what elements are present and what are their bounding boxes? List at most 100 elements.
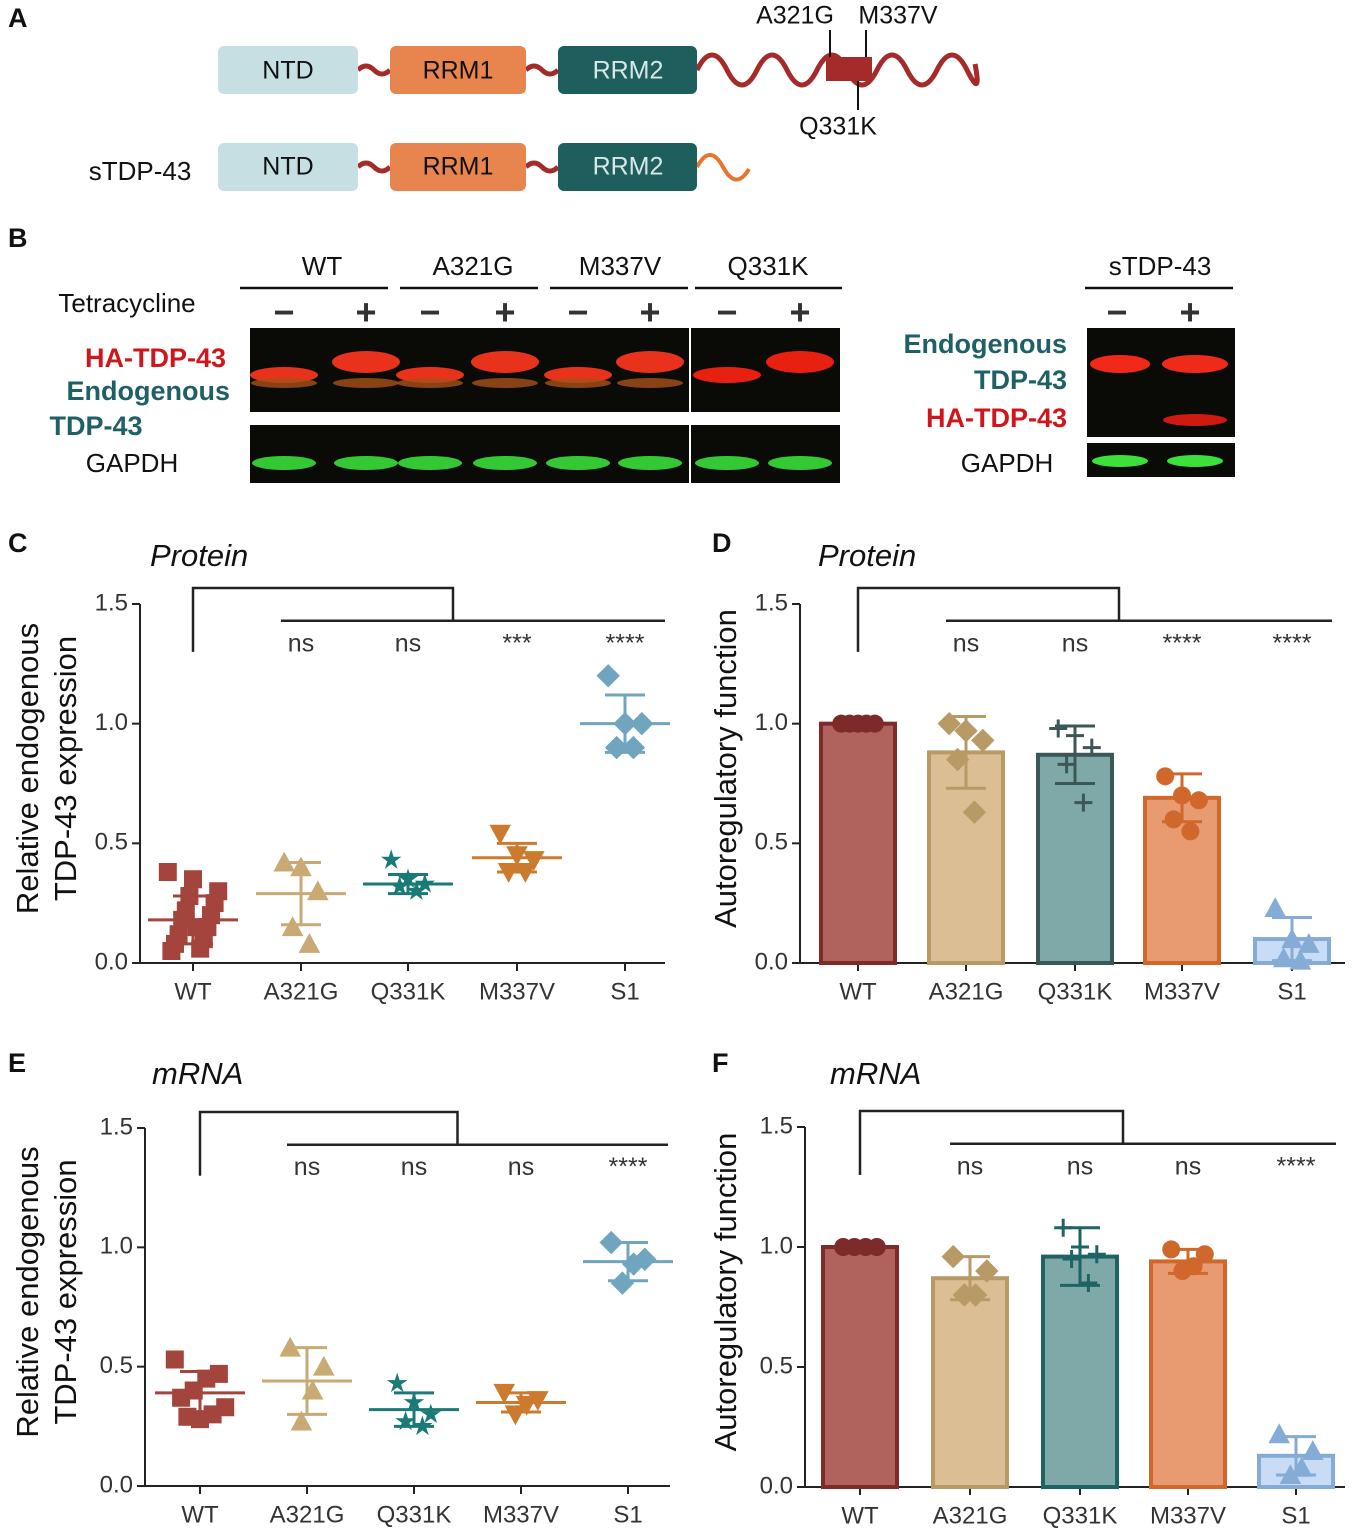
- sign: +: [1179, 292, 1200, 333]
- data-point: [180, 886, 199, 905]
- linker: [524, 63, 560, 77]
- band: [333, 378, 399, 388]
- data-point: [514, 863, 537, 883]
- blot-label: TDP-43: [974, 365, 1067, 395]
- x-tick-label: A321G: [270, 1501, 345, 1528]
- domain: [390, 143, 526, 191]
- bar: [1143, 795, 1221, 965]
- bracket: [198, 1110, 459, 1176]
- blot: [250, 425, 840, 483]
- treatment-label: Tetracycline: [58, 288, 195, 318]
- x-tick-label: M337V: [1150, 1502, 1226, 1529]
- data-point: [279, 1336, 301, 1357]
- significance: ns: [1067, 1152, 1093, 1180]
- sign: −: [273, 292, 294, 333]
- data-point: [493, 1383, 515, 1404]
- band: [473, 456, 537, 470]
- blot-label: HA-TDP-43: [926, 403, 1067, 433]
- sign: +: [355, 292, 376, 333]
- panel-a: A NTD RRM1 RRM2 A321G M337V Q331K sTDP-4…: [8, 2, 980, 191]
- data-point: [633, 1247, 657, 1271]
- data-point: [1082, 738, 1101, 757]
- blot-label: TDP-43: [49, 411, 142, 441]
- y-tick-label: 1.5: [100, 1113, 133, 1140]
- data-point: [630, 711, 654, 736]
- data-point: [191, 939, 210, 958]
- data-point: [840, 714, 859, 733]
- data-point: [1173, 786, 1191, 805]
- domain: [558, 46, 697, 94]
- data-point: [184, 870, 202, 889]
- band: [1167, 455, 1223, 467]
- panel-title: mRNA: [152, 1056, 243, 1091]
- band: [766, 351, 834, 373]
- data-point: [1281, 928, 1303, 949]
- data-point: [420, 1403, 442, 1424]
- data-point: [941, 1244, 965, 1269]
- data-point: [599, 1230, 623, 1255]
- x-tick-label: S1: [610, 978, 639, 1005]
- x-tick-label: WT: [174, 978, 212, 1005]
- domain: [218, 143, 358, 191]
- panel-letter: D: [712, 528, 732, 558]
- significance: ns: [1175, 1152, 1201, 1180]
- y-tick-label: 0.5: [100, 1352, 133, 1379]
- linker: [356, 63, 392, 77]
- mutation-label: M337V: [858, 2, 938, 30]
- data-point: [845, 1238, 864, 1256]
- data-point: [857, 714, 876, 733]
- data-point: [165, 1350, 184, 1369]
- significance: ****: [1273, 629, 1312, 657]
- significance: ****: [1163, 629, 1202, 657]
- y-tick-label: 0.0: [100, 1471, 133, 1498]
- band: [618, 456, 682, 470]
- significance: ns: [395, 629, 421, 657]
- y-tick-label: 1.0: [760, 1232, 793, 1259]
- significance: ns: [1062, 629, 1088, 657]
- band: [616, 351, 684, 373]
- data-point: [178, 1407, 197, 1426]
- truncated-tail: [695, 153, 751, 182]
- x-tick-label: M337V: [483, 1501, 559, 1528]
- data-point: [962, 800, 987, 824]
- linker: [356, 160, 392, 174]
- data-point: [621, 735, 646, 760]
- x-tick-label: WT: [839, 978, 877, 1005]
- data-point: [273, 851, 295, 872]
- band: [252, 456, 316, 470]
- band: [617, 378, 683, 388]
- significance: ns: [401, 1153, 427, 1181]
- data-point: [1071, 1238, 1089, 1256]
- data-point: [290, 856, 312, 877]
- data-point: [1302, 1440, 1324, 1460]
- data-point: [975, 1259, 999, 1283]
- data-point: [971, 728, 995, 753]
- x-tick-label: S1: [613, 1501, 642, 1528]
- bracket: [191, 586, 455, 652]
- y-tick-label: 0.0: [95, 948, 128, 975]
- x-tick-label: A321G: [264, 978, 339, 1005]
- y-axis-label: TDP-43 expression: [48, 1159, 83, 1424]
- data-point: [298, 933, 321, 953]
- data-point: [497, 863, 520, 883]
- data-point: [952, 1283, 977, 1307]
- data-point: [406, 880, 427, 900]
- x-tick-label: Q331K: [371, 978, 446, 1005]
- data-point: [281, 916, 304, 937]
- band: [1162, 355, 1228, 373]
- bands: [250, 351, 834, 470]
- significance: ns: [953, 629, 979, 657]
- data-point: [1062, 1250, 1081, 1268]
- construct-label: sTDP-43: [89, 156, 192, 186]
- y-tick-label: 0.0: [755, 948, 788, 975]
- y-axis-label: Relative endogenous: [10, 623, 45, 914]
- band: [693, 367, 761, 383]
- blot-label: GAPDH: [86, 448, 178, 478]
- data-point: [1054, 1218, 1073, 1237]
- significance: ****: [606, 629, 645, 657]
- data-point: [1057, 755, 1076, 774]
- data-point: [945, 747, 970, 772]
- band: [471, 351, 539, 373]
- blot-label: HA-TDP-43: [85, 343, 226, 373]
- data-point: [523, 851, 545, 871]
